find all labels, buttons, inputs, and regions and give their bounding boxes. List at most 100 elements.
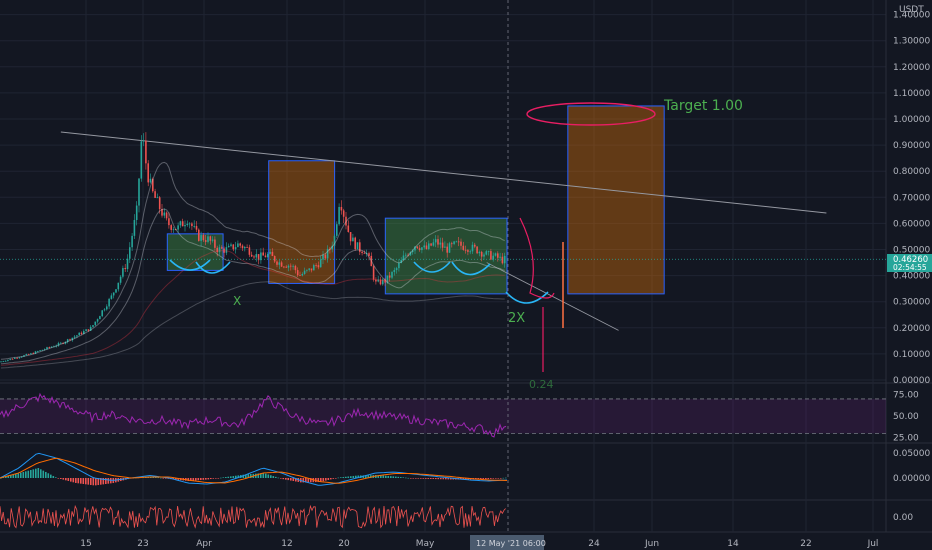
macd-histogram-bar bbox=[340, 477, 342, 478]
macd-histogram-bar bbox=[100, 478, 102, 485]
macd-histogram-bar bbox=[217, 478, 220, 479]
candle-body bbox=[50, 346, 53, 348]
candle-body bbox=[27, 354, 30, 355]
candle-body bbox=[133, 220, 136, 236]
macd-histogram-bar bbox=[282, 478, 285, 480]
macd-histogram-bar bbox=[502, 477, 505, 479]
candle-body bbox=[227, 245, 230, 248]
candle-body bbox=[241, 245, 244, 249]
descending-trendline bbox=[60, 131, 827, 214]
macd-histogram-bar bbox=[275, 476, 277, 478]
candle-body bbox=[218, 247, 221, 253]
macd-histogram-bar bbox=[337, 477, 340, 479]
macd-histogram-bar bbox=[75, 478, 77, 483]
candle-body bbox=[140, 141, 143, 179]
macd-histogram-bar bbox=[402, 477, 405, 478]
candle-body bbox=[324, 254, 327, 259]
candle-body bbox=[161, 209, 163, 216]
macd-histogram-bar bbox=[210, 478, 212, 480]
macd-histogram-bar bbox=[205, 478, 207, 480]
target-label: Target 1.00 bbox=[663, 98, 743, 114]
candle-body bbox=[200, 235, 202, 241]
candle-body bbox=[384, 279, 386, 283]
y-tick-label: 1.10000 bbox=[893, 89, 930, 99]
rsi-pane bbox=[0, 392, 886, 438]
candle-body bbox=[296, 270, 299, 276]
osc-tick-label: 0.00 bbox=[893, 513, 913, 523]
macd-histogram-bar bbox=[370, 475, 372, 478]
candle-body bbox=[71, 337, 74, 341]
macd-histogram-bar bbox=[492, 478, 495, 479]
candle-body bbox=[377, 279, 379, 282]
candle-body bbox=[402, 255, 405, 260]
x-tick-label: 12 bbox=[281, 539, 292, 549]
candle-body bbox=[453, 241, 455, 244]
macd-histogram-bar bbox=[45, 471, 47, 478]
candle-body bbox=[103, 309, 106, 311]
candle-body bbox=[467, 250, 469, 252]
macd-histogram-bar bbox=[327, 478, 330, 481]
candle-body bbox=[138, 178, 140, 206]
macd-histogram-bar bbox=[260, 473, 262, 478]
candle-body bbox=[129, 247, 131, 259]
candle-body bbox=[395, 268, 398, 271]
candle-body bbox=[497, 253, 499, 258]
y-tick-label: 0.50000 bbox=[893, 246, 930, 256]
candle-body bbox=[354, 237, 356, 250]
candle-body bbox=[186, 223, 189, 225]
crosshair-time-label: 12 May '21 06:00 bbox=[476, 539, 546, 548]
macd-histogram-bar bbox=[52, 475, 55, 478]
macd-histogram-bar bbox=[250, 474, 252, 478]
candle-body bbox=[248, 247, 251, 255]
price-axis[interactable]: 0.00000 0.10000 0.20000 0.30000 0.40000 0.500… bbox=[893, 11, 930, 523]
macd-histogram-bar bbox=[87, 478, 90, 485]
y-tick-label: 1.30000 bbox=[893, 37, 930, 47]
candle-body bbox=[152, 178, 154, 192]
candle-body bbox=[365, 253, 368, 255]
macd-histogram-bar bbox=[62, 478, 65, 480]
candle-body bbox=[349, 232, 352, 242]
macd-histogram-bar bbox=[190, 478, 192, 481]
macd-histogram-bar bbox=[277, 477, 280, 479]
x-tick-label: 24 bbox=[588, 539, 600, 549]
target-ellipse bbox=[526, 102, 656, 126]
candle-body bbox=[94, 321, 97, 326]
candle-body bbox=[301, 273, 304, 276]
time-axis[interactable]: 15 23 Apr 12 20 May 24 Jun 14 22 Jul bbox=[80, 539, 878, 549]
candle-body bbox=[60, 342, 62, 344]
rsi-tick-label: 75.00 bbox=[893, 391, 919, 401]
macd-histogram-bar bbox=[330, 478, 332, 480]
macd-histogram-bar bbox=[322, 478, 325, 482]
macd-histogram-bar bbox=[380, 475, 382, 478]
candle-body bbox=[457, 241, 460, 243]
candle-body bbox=[474, 244, 476, 247]
macd-histogram-bar bbox=[447, 478, 450, 480]
macd-histogram-bar bbox=[257, 473, 260, 478]
macd-histogram-bar bbox=[155, 477, 157, 478]
y-tick-label: 0.70000 bbox=[893, 193, 930, 203]
x-tick-label: 14 bbox=[727, 539, 739, 549]
candle-body bbox=[202, 235, 205, 241]
macd-histogram-bar bbox=[55, 477, 57, 478]
macd-histogram-bar bbox=[480, 478, 482, 480]
candle-body bbox=[428, 243, 430, 250]
macd-histogram-bar bbox=[267, 474, 270, 478]
candle-body bbox=[46, 347, 48, 350]
candle-body bbox=[43, 349, 46, 350]
candle-body bbox=[214, 239, 216, 248]
candle-body bbox=[168, 218, 170, 226]
macd-histogram-bar bbox=[417, 478, 420, 479]
candle-body bbox=[250, 254, 253, 257]
candle-body bbox=[145, 140, 147, 164]
candle-body bbox=[418, 248, 421, 251]
candle-body bbox=[368, 253, 370, 256]
candle-body bbox=[106, 306, 108, 310]
candle-body bbox=[306, 269, 308, 271]
candle-body bbox=[490, 251, 492, 260]
candle-body bbox=[165, 212, 168, 219]
macd-histogram-bar bbox=[382, 475, 385, 478]
candle-body bbox=[131, 235, 133, 248]
candle-body bbox=[416, 246, 419, 249]
macd-histogram-bar bbox=[405, 477, 407, 479]
